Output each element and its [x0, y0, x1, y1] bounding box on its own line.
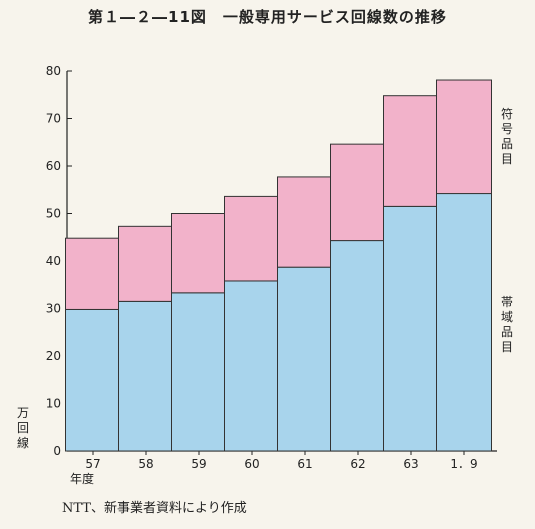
bar-segment-lower: [224, 280, 280, 452]
y-tick-label: 30: [46, 302, 61, 316]
x-axis-title: 年度: [70, 472, 95, 486]
x-tick-label: 1．9: [450, 457, 477, 471]
y-tick-label: 20: [46, 349, 61, 363]
legend-upper-series: 符号品目: [500, 107, 513, 166]
x-tick-label: 63: [403, 457, 418, 471]
bar-segment-lower: [330, 240, 386, 452]
x-tick-label: 57: [85, 457, 100, 471]
y-tick-label: 60: [46, 159, 61, 173]
x-tick-label: 59: [191, 457, 206, 471]
x-tick-label: 61: [297, 457, 312, 471]
y-tick-label: 10: [46, 397, 61, 411]
bar-segment-upper: [118, 225, 174, 302]
bar-segment-upper: [224, 195, 280, 282]
bar-segment-lower: [436, 193, 492, 452]
y-tick-label: 80: [46, 64, 61, 78]
bars: [65, 79, 492, 452]
x-tick-label: 62: [350, 457, 365, 471]
y-tick-label: 0: [53, 444, 61, 458]
source-note: NTT、新事業者資料により作成: [62, 501, 247, 516]
bar-segment-lower: [118, 300, 174, 452]
bar-segment-lower: [65, 308, 121, 452]
bar-segment-lower: [277, 266, 333, 452]
legend-lower-series: 帯域品目: [500, 295, 513, 354]
chart-title: 第１―２―11図 一般専用サービス回線数の推移: [88, 8, 447, 26]
y-tick-label: 40: [46, 254, 61, 268]
bar-segment-lower: [171, 292, 227, 452]
bar-segment-upper: [436, 79, 492, 195]
bar-segment-upper: [383, 95, 439, 207]
y-tick-label: 70: [46, 112, 61, 126]
y-tick-label: 50: [46, 207, 61, 221]
bar-segment-upper: [65, 237, 121, 310]
bar-segment-upper: [277, 176, 333, 268]
tick-labels: 0 10 20 30 40 50 60 70 80 57 58 59 60 61 62 63 1．9: [46, 64, 478, 471]
bar-segment-lower: [383, 205, 439, 452]
bar-segment-upper: [330, 143, 386, 242]
x-tick-label: 58: [138, 457, 153, 471]
bar-segment-upper: [171, 213, 227, 294]
y-axis-unit-label: 万回線: [16, 406, 29, 450]
x-tick-label: 60: [244, 457, 259, 471]
